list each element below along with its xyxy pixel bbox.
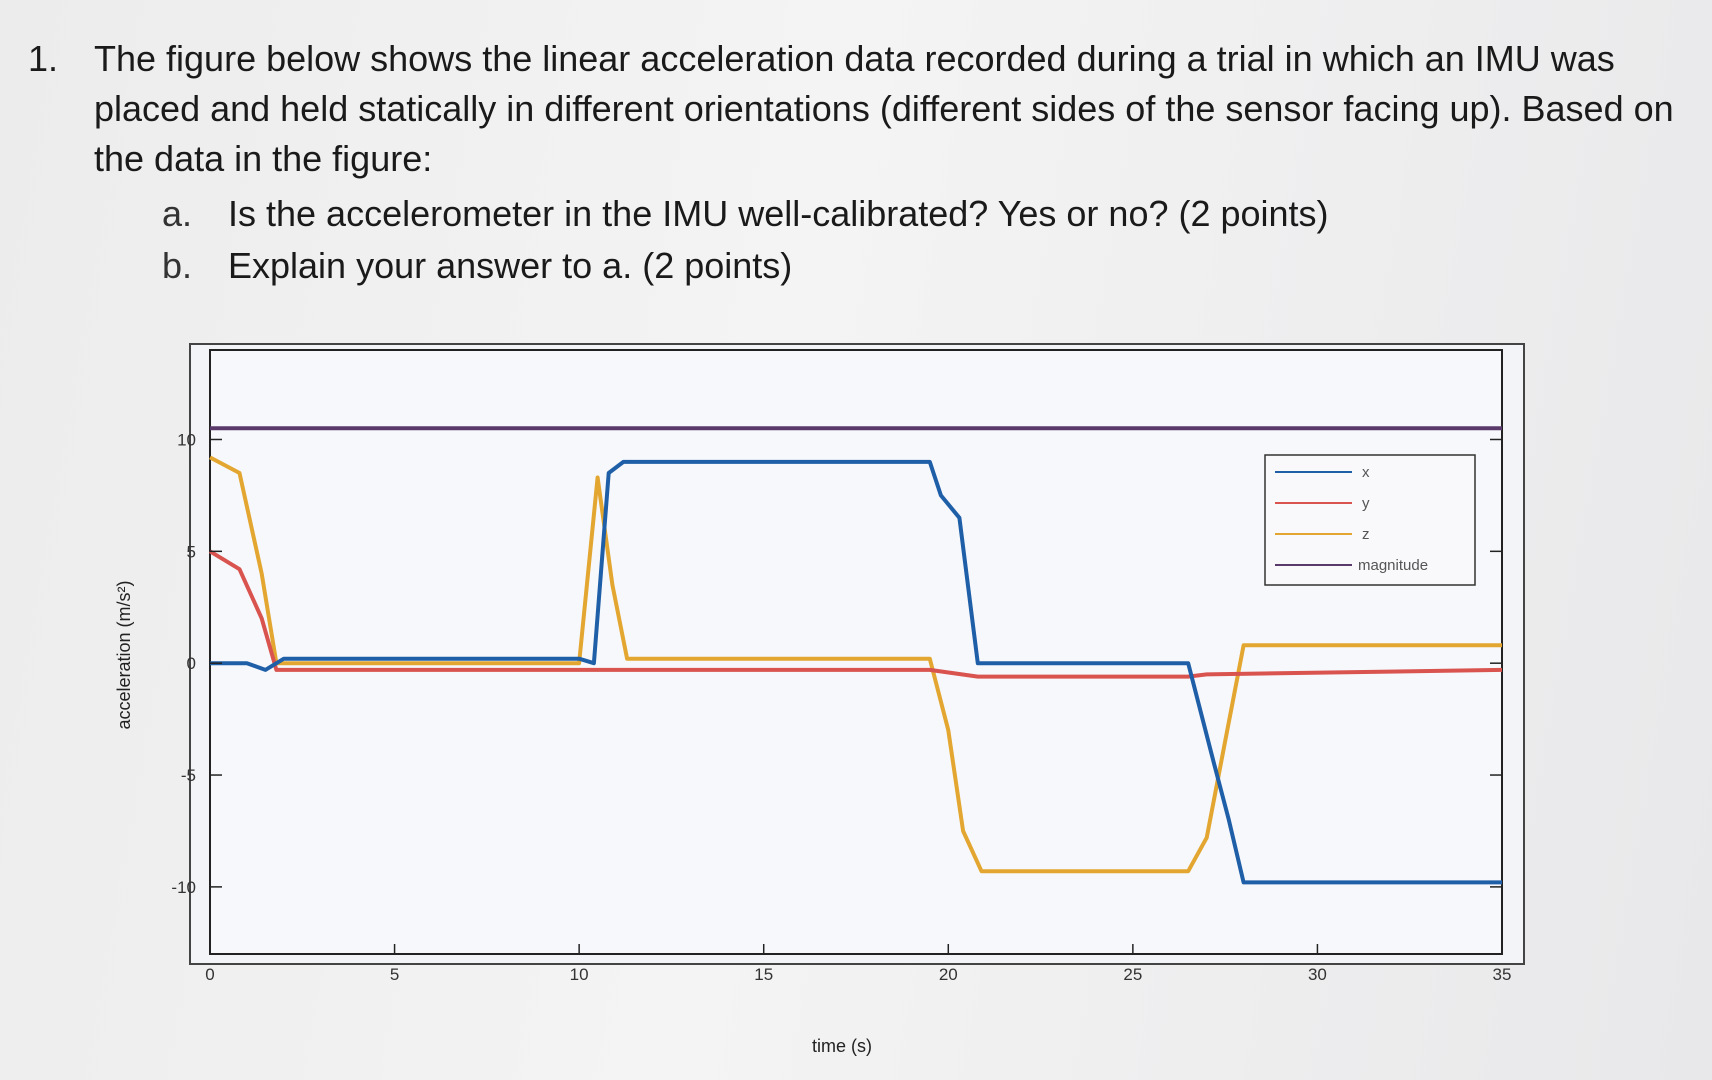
y-tick-label: -5: [181, 766, 196, 785]
series-layer: [208, 426, 1503, 885]
question-text: The figure below shows the linear accele…: [94, 38, 1674, 179]
series-line-x: [210, 459, 1502, 885]
x-tick-label: 20: [939, 965, 958, 984]
acceleration-chart: 0 5 10 15 20 25 30 35 -10 -5 0 5 10 time (s) acceler…: [114, 343, 1525, 1056]
part-b-label: b.: [162, 245, 193, 286]
question-part-b: b. Explain your answer to a. (2 points): [162, 240, 1688, 292]
x-tick-label: 15: [754, 965, 773, 984]
y-axis-title: acceleration (m/s²): [114, 580, 134, 729]
x-tick-label: 25: [1123, 965, 1142, 984]
x-tick-label: 5: [390, 965, 399, 984]
y-tick-label: 5: [187, 542, 196, 561]
part-a-text: Is the accelerometer in the IMU well-cal…: [228, 193, 1329, 234]
legend-label-z: z: [1362, 526, 1370, 543]
question-part-a: a. Is the accelerometer in the IMU well-…: [162, 188, 1688, 240]
question-line: 1. The figure below shows the linear acc…: [28, 34, 1688, 184]
legend-label-magnitude: magnitude: [1358, 557, 1428, 574]
y-tick-label: 10: [177, 430, 196, 449]
legend-label-y: y: [1362, 495, 1370, 512]
legend-label-x: x: [1362, 464, 1370, 481]
series-line-z: [209, 455, 1502, 874]
x-tick-label: 0: [205, 965, 214, 984]
x-tick-label: 10: [570, 965, 589, 984]
y-tick-label: 0: [187, 654, 196, 673]
ticks-layer: 0 5 10 15 20 25 30 35 -10 -5 0 5 10: [171, 430, 1511, 984]
x-tick-label: 35: [1493, 965, 1512, 984]
series-line-y: [208, 549, 1503, 679]
plot-area: [209, 349, 1503, 955]
y-tick-label: -10: [171, 878, 196, 897]
legend-box: [1264, 454, 1476, 586]
legend-entries: xyz magnitude: [1275, 464, 1428, 574]
question-block: 1. The figure below shows the linear acc…: [28, 34, 1688, 292]
x-tick-label: 30: [1308, 965, 1327, 984]
question-number: 1.: [28, 38, 59, 79]
part-b-text: Explain your answer to a. (2 points): [228, 245, 793, 286]
legend: xyz magnitude: [1264, 454, 1476, 586]
x-axis-title: time (s): [812, 1036, 872, 1056]
part-a-label: a.: [162, 193, 193, 234]
question-parts: a. Is the accelerometer in the IMU well-…: [162, 188, 1688, 292]
